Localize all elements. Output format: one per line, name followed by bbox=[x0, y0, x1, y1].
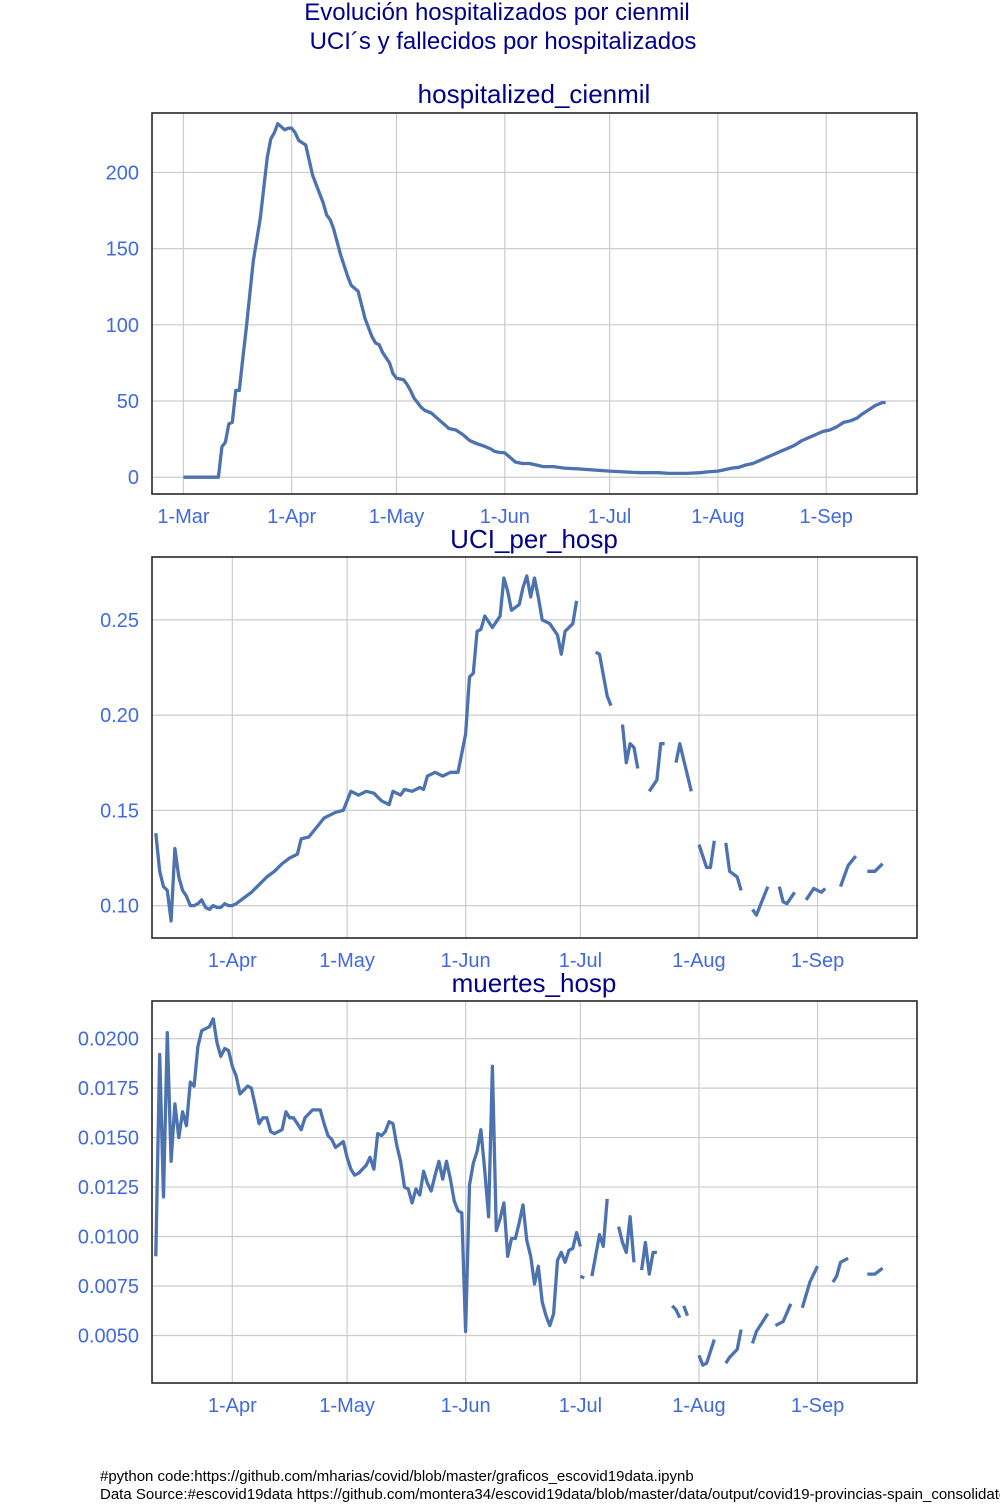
x-tick-label: 1-Jul bbox=[559, 950, 602, 972]
x-tick-label: 1-Sep bbox=[799, 506, 852, 528]
x-tick-label: 1-Apr bbox=[208, 950, 257, 972]
plot-frame bbox=[151, 556, 918, 939]
x-tick-label: 1-Mar bbox=[157, 506, 210, 528]
series-line-segment bbox=[750, 1312, 770, 1344]
x-tick-label: 1-Apr bbox=[208, 1395, 257, 1417]
series-line-segment bbox=[671, 1304, 682, 1319]
y-tick-label: 150 bbox=[106, 239, 139, 261]
figure-title-line1: Evolución hospitalizados por cienmil bbox=[304, 0, 690, 26]
series-line-segment bbox=[831, 1256, 849, 1283]
panel-title-muertes-hosp: muertes_hosp bbox=[452, 968, 617, 998]
series-line-segment bbox=[674, 742, 693, 792]
plot-area bbox=[152, 113, 917, 494]
y-tick-label: 0.20 bbox=[100, 705, 139, 727]
chart-panel-hospitalized-cienmil: 1-Mar 1-Apr 1-May 1-Jun 1-Jul 1-Aug 1-Sep 0 50 10… bbox=[106, 79, 918, 528]
series-line-segment bbox=[774, 1303, 793, 1328]
series-line-segment bbox=[594, 650, 613, 707]
y-tick-label: 0.0150 bbox=[78, 1128, 139, 1150]
panel-title-hospitalized-cienmil: hospitalized_cienmil bbox=[418, 79, 651, 109]
y-tick-label: 0.0175 bbox=[78, 1078, 139, 1100]
x-tick-label: 1-Sep bbox=[791, 950, 844, 972]
series-line-segment bbox=[579, 1274, 585, 1280]
panel-title-uci-per-hosp: UCI_per_hosp bbox=[450, 524, 618, 554]
series-line-segment bbox=[800, 1265, 819, 1309]
footer-data-source[interactable]: Data Source:#escovid19data https://githu… bbox=[100, 1486, 1000, 1503]
y-tick-label: 0.15 bbox=[100, 800, 139, 822]
series-line-segment bbox=[154, 1017, 582, 1334]
series-line-segment bbox=[682, 1305, 690, 1317]
chart-panel-uci-per-hosp: 1-Apr 1-May 1-Jun 1-Jul 1-Aug 1-Sep 0.10 0.15 0.… bbox=[100, 524, 918, 972]
x-tick-label: 1-May bbox=[319, 950, 375, 972]
figure-title-line2: UCI´s y fallecidos por hospitalizados bbox=[310, 28, 697, 55]
series-line-segment bbox=[804, 886, 827, 901]
series-line-segment bbox=[867, 1266, 884, 1276]
x-tick-label: 1-Apr bbox=[267, 506, 316, 528]
footer-credits: #python code:https://github.com/mharias/… bbox=[100, 1468, 1000, 1504]
y-tick-label: 200 bbox=[106, 162, 139, 184]
series-line-segment bbox=[697, 840, 716, 870]
x-tick-label: 1-Sep bbox=[791, 1395, 844, 1417]
series-line-segment bbox=[751, 885, 770, 917]
x-tick-label: 1-Aug bbox=[672, 950, 725, 972]
x-tick-label: 1-Aug bbox=[672, 1395, 725, 1417]
x-tick-label: 1-May bbox=[319, 1395, 375, 1417]
y-tick-label: 0.0075 bbox=[78, 1276, 139, 1298]
y-tick-label: 0.0100 bbox=[78, 1227, 139, 1249]
x-tick-label: 1-Jun bbox=[441, 950, 491, 972]
series-line-segment bbox=[620, 724, 640, 769]
series-line-segment bbox=[154, 574, 579, 923]
plot-frame bbox=[151, 112, 918, 495]
y-tick-label: 50 bbox=[117, 391, 139, 413]
series-line-segment bbox=[647, 742, 665, 793]
plot-area bbox=[152, 557, 917, 938]
series-line-segment bbox=[838, 855, 858, 888]
series-line-segment bbox=[590, 1198, 609, 1277]
y-tick-label: 0.0050 bbox=[78, 1325, 139, 1347]
series-line-segment bbox=[183, 122, 886, 479]
y-tick-label: 0.10 bbox=[100, 896, 139, 918]
y-tick-label: 0.0125 bbox=[78, 1177, 139, 1199]
x-tick-label: 1-Jul bbox=[588, 506, 631, 528]
x-tick-label: 1-Jul bbox=[559, 1395, 602, 1417]
plot-area bbox=[152, 1001, 917, 1383]
plot-frame bbox=[151, 1000, 918, 1384]
series-line-segment bbox=[777, 886, 796, 906]
x-tick-label: 1-Jun bbox=[441, 1395, 491, 1417]
footer-code-link[interactable]: #python code:https://github.com/mharias/… bbox=[100, 1468, 694, 1485]
series-line-segment bbox=[724, 1329, 743, 1365]
series-line-segment bbox=[639, 1240, 657, 1276]
y-tick-label: 0.25 bbox=[100, 610, 139, 632]
series-line-segment bbox=[616, 1215, 636, 1263]
y-tick-label: 0 bbox=[128, 467, 139, 489]
series-line-segment bbox=[724, 842, 743, 891]
y-tick-label: 0.0200 bbox=[78, 1029, 139, 1051]
chart-panel-muertes-hosp: 1-Apr 1-May 1-Jun 1-Jul 1-Aug 1-Sep 0.0050 0.00… bbox=[78, 968, 918, 1417]
x-tick-label: 1-May bbox=[369, 506, 425, 528]
x-tick-label: 1-Aug bbox=[691, 506, 744, 528]
x-tick-label: 1-Jun bbox=[480, 506, 530, 528]
y-tick-label: 100 bbox=[106, 315, 139, 337]
series-line-segment bbox=[867, 862, 884, 873]
series-line-segment bbox=[697, 1338, 716, 1367]
